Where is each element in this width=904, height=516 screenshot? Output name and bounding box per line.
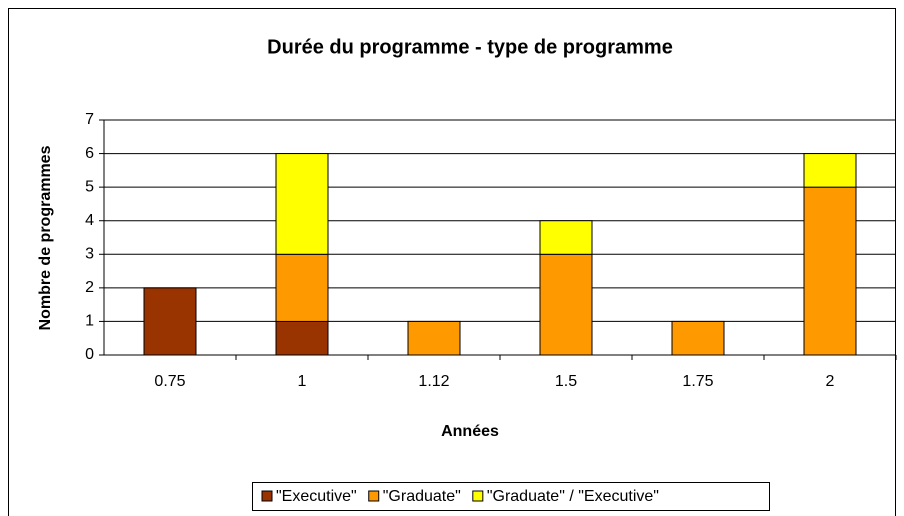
bar-segment <box>539 253 593 356</box>
legend-label: "Graduate" / "Executive" <box>487 488 659 505</box>
bar-segment <box>539 220 593 255</box>
x-axis-label: Années <box>441 423 499 440</box>
legend-swatch <box>368 490 380 502</box>
x-tick-label: 1.5 <box>555 373 577 390</box>
y-tick-label: 4 <box>85 212 94 229</box>
chart-border <box>8 8 896 516</box>
y-tick-label: 7 <box>85 111 94 128</box>
bar-segment <box>143 287 197 356</box>
legend-label: "Executive" <box>276 488 357 505</box>
legend-label: "Graduate" <box>383 488 461 505</box>
y-tick-label: 6 <box>85 145 94 162</box>
y-tick-label: 1 <box>85 313 94 330</box>
x-tick-label: 2 <box>826 373 835 390</box>
legend-box <box>252 482 770 511</box>
bar-segment <box>407 320 461 356</box>
legend-swatch <box>472 490 484 502</box>
bar-segment <box>275 253 329 322</box>
y-tick-label: 5 <box>85 178 94 195</box>
y-tick-label: 2 <box>85 279 94 296</box>
x-tick-label: 1.75 <box>682 373 713 390</box>
legend-swatch <box>261 490 273 502</box>
y-axis-label: Nombre de programmes <box>37 145 54 330</box>
bar-segment <box>275 320 329 356</box>
bar-segment <box>671 320 725 356</box>
bar-segment <box>803 186 857 356</box>
bar-segment <box>803 153 857 188</box>
x-tick-label: 1 <box>298 373 307 390</box>
y-tick-label: 0 <box>85 346 94 363</box>
x-tick-label: 0.75 <box>154 373 185 390</box>
y-tick-label: 3 <box>85 246 94 263</box>
chart-title: Durée du programme - type de programme <box>267 36 673 58</box>
x-tick-label: 1.12 <box>418 373 449 390</box>
bar-segment <box>275 153 329 255</box>
